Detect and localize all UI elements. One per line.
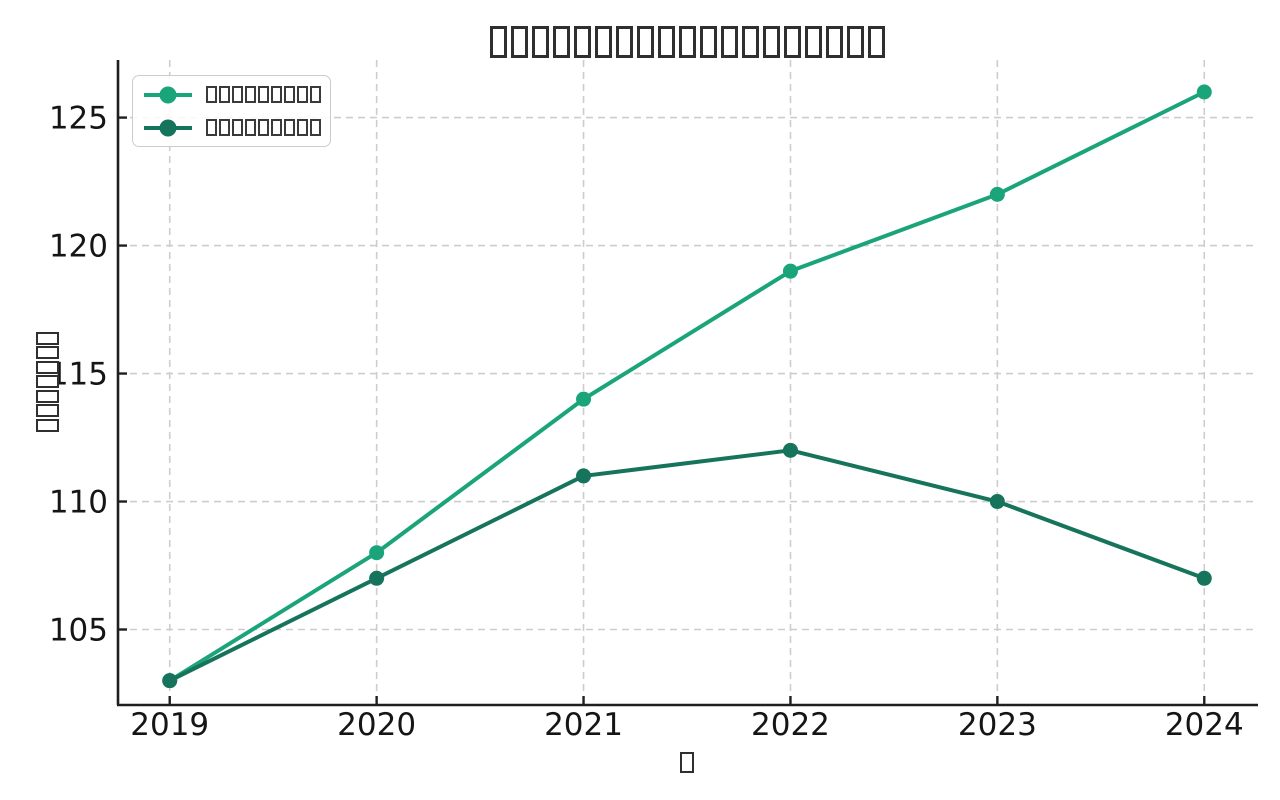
x-tick-label: 2020 <box>337 707 416 743</box>
data-point <box>782 442 798 458</box>
missing-glyph-box <box>615 26 633 58</box>
missing-glyph-box <box>258 119 269 136</box>
missing-glyph-box <box>783 26 801 58</box>
missing-glyph-box <box>489 26 507 58</box>
legend-item <box>141 78 322 111</box>
missing-glyph-box <box>35 404 59 417</box>
missing-glyph-box <box>297 86 308 103</box>
missing-glyph-box <box>35 331 59 345</box>
missing-glyph-box <box>741 26 759 58</box>
missing-glyph-box <box>699 26 717 58</box>
missing-glyph-box <box>804 26 822 58</box>
missing-glyph-box <box>219 119 230 136</box>
data-point <box>576 468 592 484</box>
missing-glyph-box <box>680 752 694 773</box>
missing-glyph-box <box>510 26 528 58</box>
missing-glyph-box <box>552 26 570 58</box>
data-point <box>369 570 385 586</box>
y-tick-label: 125 <box>49 101 108 137</box>
missing-glyph-box <box>232 86 243 103</box>
missing-glyph-box <box>35 418 59 432</box>
missing-glyph-box <box>284 86 295 103</box>
legend-item <box>141 111 322 144</box>
legend-line-marker-icon <box>144 119 192 136</box>
legend-line-marker-icon <box>144 86 192 103</box>
missing-glyph-box <box>271 119 282 136</box>
missing-glyph-box <box>297 119 308 136</box>
missing-glyph-box <box>245 86 256 103</box>
y-tick-label: 120 <box>49 229 108 265</box>
chart-title <box>118 26 1256 58</box>
missing-glyph-box <box>657 26 675 58</box>
missing-glyph-box <box>35 346 59 359</box>
missing-glyph-box <box>720 26 738 58</box>
missing-glyph-box <box>678 26 696 58</box>
x-tick-label: 2021 <box>544 707 623 743</box>
data-point <box>989 186 1005 202</box>
missing-glyph-box <box>846 26 864 58</box>
missing-glyph-box <box>35 360 59 374</box>
data-point <box>576 391 592 407</box>
x-tick-label: 2022 <box>751 707 830 743</box>
x-tick-label: 2023 <box>958 707 1037 743</box>
series-line <box>167 448 1207 683</box>
missing-glyph-box <box>35 375 59 388</box>
missing-glyph-box <box>825 26 843 58</box>
missing-glyph-box <box>310 119 321 136</box>
y-tick-label: 110 <box>49 485 108 521</box>
missing-glyph-box <box>35 389 59 403</box>
data-point <box>1196 570 1212 586</box>
missing-glyph-box <box>636 26 654 58</box>
y-axis-label <box>34 330 60 433</box>
series-line <box>167 89 1207 683</box>
missing-glyph-box <box>867 26 885 58</box>
y-tick-label: 115 <box>49 357 108 393</box>
x-axis-label <box>118 752 1256 773</box>
missing-glyph-box <box>310 86 321 103</box>
missing-glyph-box <box>284 119 295 136</box>
legend-label <box>205 119 322 136</box>
missing-glyph-box <box>258 86 269 103</box>
missing-glyph-box <box>762 26 780 58</box>
missing-glyph-box <box>206 119 217 136</box>
legend-label <box>205 86 322 103</box>
x-tick-label: 2019 <box>130 707 209 743</box>
missing-glyph-box <box>531 26 549 58</box>
x-tick-label: 2024 <box>1165 707 1244 743</box>
missing-glyph-box <box>245 119 256 136</box>
data-point <box>782 263 798 279</box>
missing-glyph-box <box>232 119 243 136</box>
missing-glyph-box <box>573 26 591 58</box>
y-tick-label: 105 <box>49 612 108 648</box>
data-point <box>162 673 178 689</box>
data-point <box>369 545 385 561</box>
data-point <box>1196 84 1212 100</box>
legend <box>132 75 331 147</box>
missing-glyph-box <box>594 26 612 58</box>
data-point <box>989 494 1005 510</box>
missing-glyph-box <box>271 86 282 103</box>
missing-glyph-box <box>206 86 217 103</box>
missing-glyph-box <box>219 86 230 103</box>
